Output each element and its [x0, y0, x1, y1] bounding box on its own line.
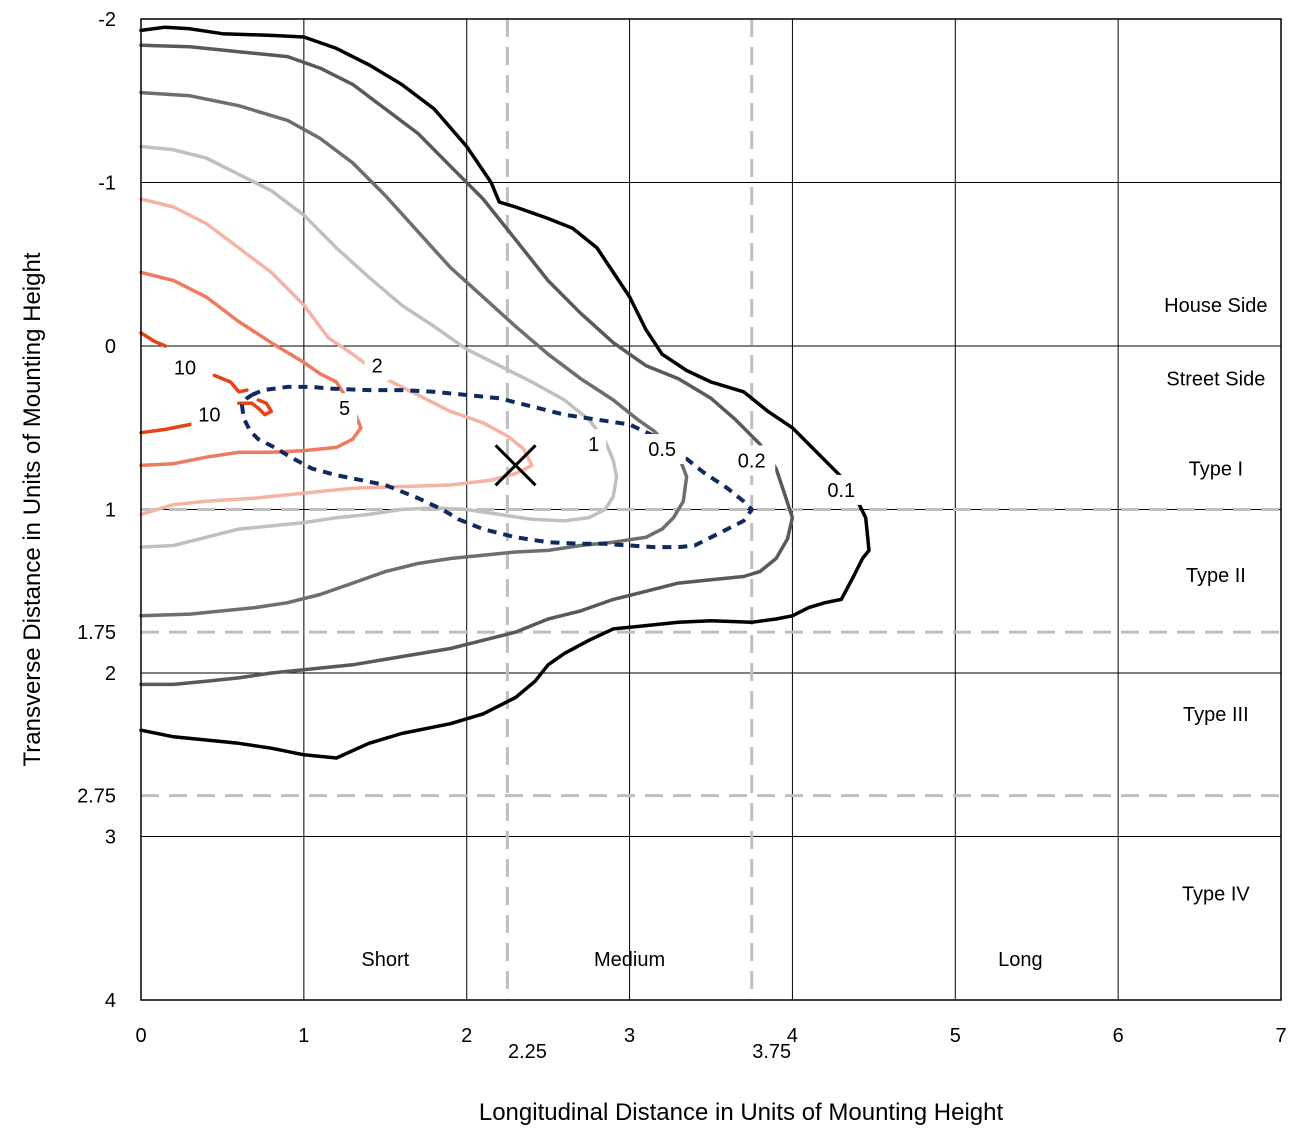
x-tick-label: 4	[787, 1025, 798, 1047]
contour-label: 10	[174, 357, 196, 379]
x-tick-label: 5	[950, 1025, 961, 1047]
contour-label-bg	[364, 350, 390, 381]
contour-label-bg	[332, 393, 358, 424]
contour-label: 1	[588, 434, 599, 456]
y-tick-label: 2	[105, 663, 116, 685]
tick-labels: 0 1 2 3 4 5 6 7 2.25 3.75 -2 -1 0 1 2 3 4 1.75 2.75	[77, 9, 1287, 1063]
plot-frame	[140, 18, 1282, 1001]
region-label: Medium	[594, 949, 665, 971]
x-extra-tick-label: 3.75	[752, 1041, 791, 1063]
y-tick-label: -2	[98, 9, 116, 31]
contour-label-bg	[581, 429, 607, 460]
contour-line-0-1	[139, 25, 871, 760]
region-label: Long	[998, 949, 1043, 971]
y-tick-label: 1	[105, 500, 116, 522]
y-extra-tick-label: 2.75	[77, 786, 116, 808]
x-tick-label: 3	[624, 1025, 635, 1047]
luminaire-marker	[494, 444, 537, 487]
contour-line-2	[139, 197, 534, 517]
contour-label: 0.2	[738, 450, 766, 472]
contour-line-10	[236, 398, 274, 417]
x-tick-label: 7	[1275, 1025, 1286, 1047]
y-tick-label: 0	[105, 336, 116, 358]
region-label: Type I	[1189, 459, 1243, 481]
y-extra-tick-label: 1.75	[77, 622, 116, 644]
region-label: Street Side	[1166, 369, 1265, 391]
y-tick-label: 3	[105, 827, 116, 849]
x-tick-label: 1	[298, 1025, 309, 1047]
contour-line-10	[212, 373, 249, 394]
contour-label: 5	[339, 398, 350, 420]
contour-label: 0.1	[827, 480, 855, 502]
contour-line-0-5	[139, 90, 689, 618]
reference-lines	[141, 19, 1281, 1000]
contour-labels: 0.1 0.2 0.5 1 25 10 10	[166, 350, 865, 505]
y-tick-label: -1	[98, 173, 116, 195]
x-axis-label: Longitudinal Distance in Units of Mounti…	[479, 1099, 1004, 1126]
region-labels: House Side Street Side Type I Type II Type I…	[361, 295, 1267, 971]
region-label: Type IV	[1182, 884, 1250, 906]
x-tick-label: 6	[1113, 1025, 1124, 1047]
contour-label: 10	[198, 405, 220, 427]
contour-line-1	[139, 144, 619, 549]
contour-label: 2	[372, 356, 383, 378]
contour-label-bg	[817, 474, 865, 505]
region-label: Type III	[1183, 704, 1249, 726]
contour-series	[139, 25, 871, 760]
region-label: Short	[361, 949, 409, 971]
x-tick-label: 2	[461, 1025, 472, 1047]
contour-line-0-2	[139, 43, 795, 687]
contour-label-bg	[191, 399, 228, 430]
contour-label-bg	[638, 434, 686, 465]
x-extra-tick-label: 2.25	[508, 1041, 547, 1063]
region-label: Type II	[1186, 565, 1246, 587]
y-axis-label: Transverse Distance in Units of Mounting…	[19, 252, 46, 766]
x-tick-label: 0	[135, 1025, 146, 1047]
contour-label-bg	[728, 445, 776, 476]
y-tick-label: 4	[105, 990, 116, 1012]
contour-line-dashed	[240, 384, 754, 550]
contour-label-bg	[166, 352, 203, 383]
contour-label: 0.5	[648, 439, 676, 461]
contour-line-10	[139, 331, 168, 348]
region-label: House Side	[1164, 295, 1267, 317]
marker-stroke	[494, 444, 537, 487]
